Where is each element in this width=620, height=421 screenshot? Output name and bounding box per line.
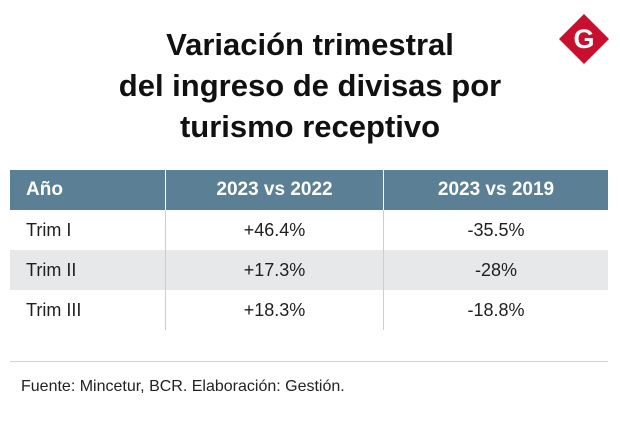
title-line-1: Variación trimestral (166, 27, 454, 62)
table-row: Trim III +18.3% -18.8% (10, 290, 608, 330)
title-line-2: del ingreso de divisas por (118, 68, 502, 103)
title-line-3: turismo receptivo (179, 109, 441, 144)
table-header-row: Año 2023 vs 2022 2023 vs 2019 (10, 170, 608, 210)
table-row: Trim II +17.3% -28% (10, 250, 608, 290)
divider (10, 361, 608, 362)
table-row: Trim I +46.4% -35.5% (10, 210, 608, 250)
data-table: Año 2023 vs 2022 2023 vs 2019 Trim I +46… (10, 170, 608, 330)
cell-2023-vs-2022: +46.4% (165, 210, 383, 250)
logo-letter: G (573, 24, 594, 54)
column-header-2023-vs-2019: 2023 vs 2019 (383, 170, 608, 210)
cell-2023-vs-2022: +17.3% (165, 250, 383, 290)
row-label: Trim I (26, 219, 72, 240)
chart-title: Variación trimestral del ingreso de divi… (0, 24, 620, 147)
source-note: Fuente: Mincetur, BCR. Elaboración: Gest… (21, 378, 345, 395)
gestion-logo-icon: G (559, 14, 609, 64)
row-label: Trim II (10, 250, 165, 290)
cell-2023-vs-2022: +18.3% (165, 290, 383, 330)
cell-2023-vs-2019: -35.5% (383, 210, 608, 250)
cell-2023-vs-2019: -18.8% (383, 290, 608, 330)
row-label: Trim III (26, 299, 82, 320)
column-header-year: Año (10, 170, 165, 210)
cell-2023-vs-2019: -28% (383, 250, 608, 290)
column-header-2023-vs-2022: 2023 vs 2022 (165, 170, 383, 210)
